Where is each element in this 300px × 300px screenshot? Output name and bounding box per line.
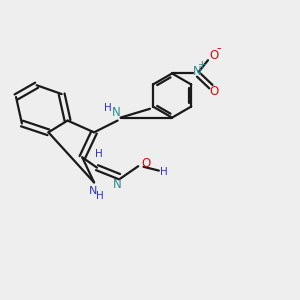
Text: N: N xyxy=(88,186,97,196)
Text: H: H xyxy=(104,103,112,112)
Text: N: N xyxy=(112,106,121,119)
Text: H: H xyxy=(160,167,168,177)
Text: H: H xyxy=(94,149,102,159)
Text: N: N xyxy=(192,65,201,79)
Text: N: N xyxy=(113,178,122,191)
Text: H: H xyxy=(96,190,104,201)
Text: O: O xyxy=(209,49,218,62)
Text: O: O xyxy=(209,85,218,98)
Text: O: O xyxy=(141,157,150,170)
Text: -: - xyxy=(216,43,220,56)
Text: +: + xyxy=(198,60,206,70)
